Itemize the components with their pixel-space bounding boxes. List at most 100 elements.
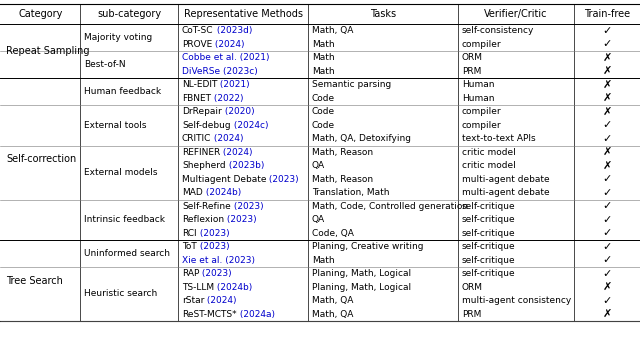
Text: Math: Math [312, 67, 335, 76]
Text: PRM: PRM [462, 67, 481, 76]
Text: (2023d): (2023d) [214, 26, 252, 35]
Text: Repeat Sampling: Repeat Sampling [6, 46, 90, 56]
Text: Code, QA: Code, QA [312, 229, 354, 238]
Text: ToT: ToT [182, 242, 196, 251]
Text: ✗: ✗ [602, 282, 612, 292]
Text: Self-correction: Self-correction [6, 154, 76, 164]
Text: Category: Category [19, 9, 63, 19]
Text: ✓: ✓ [602, 296, 612, 306]
Text: ✗: ✗ [602, 93, 612, 103]
Text: (2024): (2024) [211, 134, 244, 143]
Text: ✓: ✓ [602, 188, 612, 198]
Text: Representative Methods: Representative Methods [184, 9, 303, 19]
Text: Math: Math [312, 40, 335, 49]
Text: External tools: External tools [84, 121, 147, 130]
Text: (2022): (2022) [211, 94, 243, 103]
Text: Human feedback: Human feedback [84, 87, 161, 96]
Text: Math, QA: Math, QA [312, 310, 353, 319]
Text: RCI: RCI [182, 229, 196, 238]
Text: Math, QA, Detoxifying: Math, QA, Detoxifying [312, 134, 411, 143]
Text: critic model: critic model [462, 148, 516, 157]
Text: Self-Refine: Self-Refine [182, 202, 231, 211]
Text: ✓: ✓ [602, 174, 612, 184]
Text: critic model: critic model [462, 161, 516, 170]
Text: ✓: ✓ [602, 39, 612, 49]
Text: ReST-MCTS*: ReST-MCTS* [182, 310, 237, 319]
Text: Math, QA: Math, QA [312, 26, 353, 35]
Text: (2024): (2024) [204, 296, 237, 305]
Text: Code: Code [312, 107, 335, 116]
Text: ✓: ✓ [602, 134, 612, 144]
Text: ✓: ✓ [602, 120, 612, 130]
Text: (2024b): (2024b) [214, 283, 252, 292]
Text: Planing, Creative writing: Planing, Creative writing [312, 242, 424, 251]
Text: ✗: ✗ [602, 80, 612, 90]
Text: Semantic parsing: Semantic parsing [312, 80, 391, 89]
Text: Planing, Math, Logical: Planing, Math, Logical [312, 269, 411, 278]
Text: ✓: ✓ [602, 269, 612, 279]
Text: multi-agent consistency: multi-agent consistency [462, 296, 572, 305]
Text: (2023): (2023) [196, 242, 229, 251]
Text: Shepherd: Shepherd [182, 161, 226, 170]
Text: PROVE: PROVE [182, 40, 212, 49]
Text: ✓: ✓ [602, 242, 612, 252]
Text: rStar: rStar [182, 296, 204, 305]
Text: ✗: ✗ [602, 107, 612, 117]
Text: Uninformed search: Uninformed search [84, 249, 170, 258]
Text: ✗: ✗ [602, 309, 612, 319]
Text: ORM: ORM [462, 53, 483, 62]
Text: Human: Human [462, 94, 495, 103]
Text: self-critique: self-critique [462, 215, 516, 224]
Text: compiler: compiler [462, 121, 502, 130]
Text: Intrinsic feedback: Intrinsic feedback [84, 215, 165, 224]
Text: TS-LLM: TS-LLM [182, 283, 214, 292]
Text: Code: Code [312, 94, 335, 103]
Text: compiler: compiler [462, 40, 502, 49]
Text: Train-free: Train-free [584, 9, 630, 19]
Text: MAD: MAD [182, 188, 203, 197]
Text: ✓: ✓ [602, 215, 612, 225]
Text: Math, Code, Controlled generation: Math, Code, Controlled generation [312, 202, 468, 211]
Text: (2023): (2023) [231, 202, 264, 211]
Text: NL-EDIT: NL-EDIT [182, 80, 218, 89]
Text: (2023): (2023) [266, 175, 299, 184]
Text: self-critique: self-critique [462, 269, 516, 278]
Text: ✓: ✓ [602, 228, 612, 238]
Text: Tree Search: Tree Search [6, 275, 63, 285]
Text: REFINER: REFINER [182, 148, 220, 157]
Text: self-critique: self-critique [462, 256, 516, 265]
Text: QA: QA [312, 161, 325, 170]
Text: multi-agent debate: multi-agent debate [462, 175, 550, 184]
Text: self-critique: self-critique [462, 229, 516, 238]
Text: (2024b): (2024b) [203, 188, 241, 197]
Text: ✗: ✗ [602, 147, 612, 157]
Text: Math: Math [312, 53, 335, 62]
Text: Math, QA: Math, QA [312, 296, 353, 305]
Text: QA: QA [312, 215, 325, 224]
Text: (2020): (2020) [221, 107, 254, 116]
Text: compiler: compiler [462, 107, 502, 116]
Text: Math, Reason: Math, Reason [312, 175, 373, 184]
Text: DrRepair: DrRepair [182, 107, 221, 116]
Text: self-critique: self-critique [462, 202, 516, 211]
Text: self-consistency: self-consistency [462, 26, 534, 35]
Text: Xie et al. (2023): Xie et al. (2023) [182, 256, 255, 265]
Text: Translation, Math: Translation, Math [312, 188, 390, 197]
Text: FBNET: FBNET [182, 94, 211, 103]
Text: Heuristic search: Heuristic search [84, 289, 157, 298]
Text: ✓: ✓ [602, 201, 612, 211]
Text: (2024): (2024) [220, 148, 253, 157]
Text: self-critique: self-critique [462, 242, 516, 251]
Text: CRITIC: CRITIC [182, 134, 211, 143]
Text: ✗: ✗ [602, 66, 612, 76]
Text: DiVeRSe (2023c): DiVeRSe (2023c) [182, 67, 258, 76]
Text: RAP: RAP [182, 269, 200, 278]
Text: multi-agent debate: multi-agent debate [462, 188, 550, 197]
Text: (2023b): (2023b) [226, 161, 264, 170]
Text: (2024): (2024) [212, 40, 244, 49]
Text: (2023): (2023) [200, 269, 232, 278]
Text: Multiagent Debate: Multiagent Debate [182, 175, 266, 184]
Text: text-to-text APIs: text-to-text APIs [462, 134, 536, 143]
Text: Math: Math [312, 256, 335, 265]
Text: (2024a): (2024a) [237, 310, 275, 319]
